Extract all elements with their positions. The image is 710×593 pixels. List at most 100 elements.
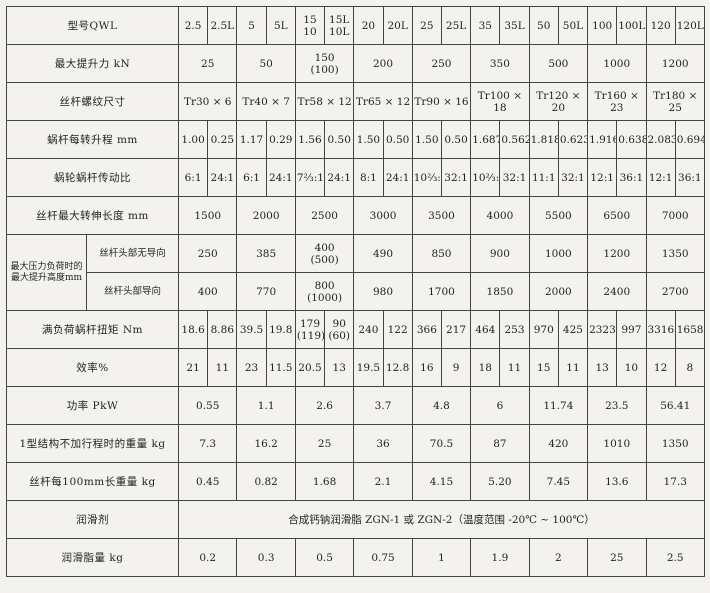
row-label: 丝杆螺纹尺寸 [6, 82, 179, 121]
value-cell: 0.2 [177, 538, 238, 577]
value-cell: 850 [411, 234, 472, 273]
value-cell: 4000 [470, 196, 530, 235]
value-cell: 19.8 [265, 310, 296, 349]
value-cell: 32:1 [440, 158, 472, 197]
value-cell: 250 [177, 234, 238, 273]
value-cell: 36:1 [674, 158, 705, 197]
value-cell: 5.20 [470, 462, 530, 501]
value-cell: 0.75 [353, 538, 413, 577]
value-cell: Tr90 × 16 [411, 82, 472, 121]
value-cell: 2.083 [645, 120, 676, 159]
value-cell: 6500 [587, 196, 647, 235]
value-cell: 217 [440, 310, 472, 349]
value-cell: 250 [411, 44, 472, 83]
table-row: 丝杆每100mm长重量 kg 0.45 0.82 1.68 2.1 4.15 5.20 7.4… [6, 462, 705, 501]
value-cell: 3500 [411, 196, 472, 235]
value-cell: 122 [382, 310, 413, 349]
row-label: 润滑剂 [6, 500, 179, 539]
value-cell: 36 [353, 424, 413, 463]
value-cell: 0.50 [440, 120, 472, 159]
value-cell: 56.41 [645, 386, 705, 425]
value-cell: 1000 [528, 234, 589, 273]
value-cell: 25 [587, 538, 647, 577]
value-cell: 24:1 [265, 158, 296, 197]
value-cell: 0.50 [382, 120, 413, 159]
value-cell: 120 [645, 6, 676, 45]
value-cell: 2.5 [645, 538, 705, 577]
row-label: 丝杆最大转伸长度 mm [6, 196, 179, 235]
value-cell: 400 [177, 272, 238, 311]
value-cell: 12:1 [587, 158, 618, 197]
value-cell: 24:1 [207, 158, 238, 197]
value-cell: 2000 [236, 196, 296, 235]
value-cell: 0.638 [616, 120, 647, 159]
value-cell: 0.29 [265, 120, 296, 159]
value-cell: 90 (60) [324, 310, 355, 349]
value-cell: 2400 [587, 272, 647, 311]
value-cell: 15 10 [294, 6, 326, 45]
value-cell: 1.17 [236, 120, 267, 159]
value-cell: 1.68 [294, 462, 355, 501]
value-cell: 25 [294, 424, 355, 463]
value-cell: 87 [470, 424, 530, 463]
value-cell: 1.50 [411, 120, 442, 159]
row-label: 丝杆每100mm长重量 kg [6, 462, 179, 501]
value-cell: 1350 [645, 234, 705, 273]
value-cell: 36:1 [616, 158, 647, 197]
value-cell: 15L 10L [324, 6, 355, 45]
value-cell: 3.7 [353, 386, 413, 425]
value-cell: 800 (1000) [294, 272, 355, 311]
value-cell: 7000 [645, 196, 705, 235]
value-cell: 10⅔:1 [470, 158, 501, 197]
value-cell: 15 [528, 348, 559, 387]
value-cell: 0.45 [177, 462, 238, 501]
value-cell: 11 [557, 348, 589, 387]
value-cell: 200 [353, 44, 413, 83]
row-label: 最大提升力 kN [6, 44, 179, 83]
value-cell: 13 [324, 348, 355, 387]
value-cell: 240 [353, 310, 384, 349]
value-cell: 7⅔:1 [294, 158, 326, 197]
table-row: 最大压力负荷时的最大提升高度mm 丝杆头部无导向 250 385 400 (500) 49… [6, 234, 705, 311]
value-cell: 13 [587, 348, 618, 387]
value-cell: 0.623 [557, 120, 589, 159]
value-cell: 3000 [353, 196, 413, 235]
value-cell: 合成钙钠润滑脂 ZGN-1 或 ZGN-2（温度范围 -20℃ ~ 100℃） [178, 500, 705, 539]
value-cell: 7.45 [528, 462, 589, 501]
value-cell: 16 [411, 348, 442, 387]
value-cell: 17.3 [645, 462, 705, 501]
value-cell: 5L [265, 6, 296, 45]
table-row: 丝杆螺纹尺寸 Tr30 × 6 Tr40 × 7 Tr58 × 12 Tr65 × 12… [6, 82, 705, 121]
value-cell: 100 [587, 6, 618, 45]
value-cell: 20 [353, 6, 384, 45]
value-cell: Tr120 × 20 [528, 82, 589, 121]
value-cell: 1200 [587, 234, 647, 273]
value-cell: 350 [470, 44, 530, 83]
value-cell: 23.5 [587, 386, 647, 425]
row-label: 蜗轮蜗杆传动比 [6, 158, 179, 197]
value-cell: 500 [528, 44, 589, 83]
value-cell: 490 [353, 234, 413, 273]
value-cell: 400 (500) [294, 234, 355, 273]
table-row: 型号QWL 2.5 2.5L 5 5L 15 10 15L 10L 20 20L 25 25L 35 3… [6, 6, 705, 45]
value-cell: 2.6 [294, 386, 355, 425]
value-cell: 2.5 [177, 6, 209, 45]
group-label: 最大压力负荷时的最大提升高度mm [6, 234, 87, 311]
table-row: 1型结构不加行程时的重量 kg 7.3 16.2 25 36 70.5 87 420 1010 1… [6, 424, 705, 463]
table-row: 效率% 21 11 23 11.5 20.5 13 19.5 12.8 16 9 18 11 15 11 13… [6, 348, 705, 387]
row-label: 1型结构不加行程时的重量 kg [6, 424, 179, 463]
value-cell: 35 [470, 6, 501, 45]
value-cell: 464 [470, 310, 501, 349]
value-cell: 0.3 [236, 538, 296, 577]
value-cell: 21 [177, 348, 209, 387]
table-row: 丝杆头部导向 400 770 800 (1000) 980 1700 1850 2000 240… [7, 272, 705, 311]
value-cell: 7.3 [177, 424, 238, 463]
value-cell: 11.5 [265, 348, 296, 387]
value-cell: 11:1 [528, 158, 559, 197]
value-cell: 10 [616, 348, 647, 387]
value-cell: 425 [557, 310, 589, 349]
value-cell: 20.5 [294, 348, 326, 387]
value-cell: 1350 [645, 424, 705, 463]
value-cell: 32:1 [557, 158, 589, 197]
value-cell: 0.50 [324, 120, 355, 159]
